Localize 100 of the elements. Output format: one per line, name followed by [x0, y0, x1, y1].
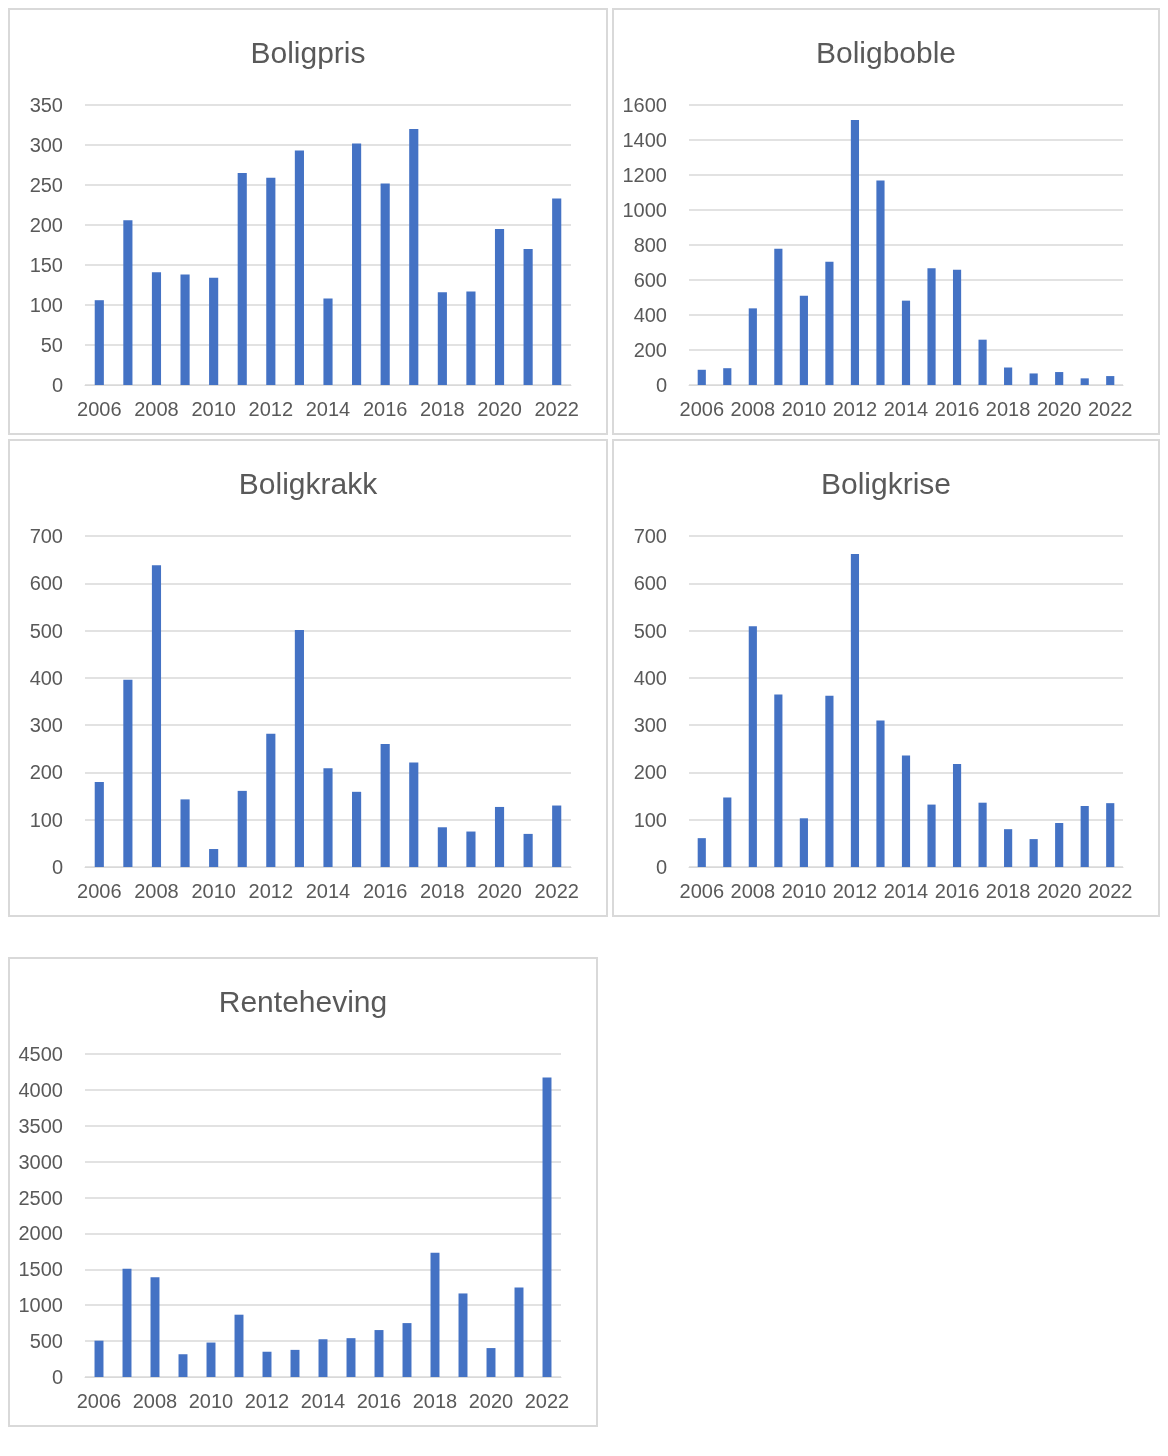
- bar: [825, 261, 834, 385]
- bar: [952, 763, 962, 867]
- x-tick-label: 2016: [934, 880, 980, 902]
- y-tick-label: 0: [51, 856, 63, 878]
- y-tick-label: 300: [29, 134, 63, 156]
- y-tick-label: 600: [633, 269, 667, 291]
- bar: [1004, 829, 1013, 867]
- y-tick-label: 350: [29, 94, 63, 116]
- y-tick-label: 0: [655, 856, 667, 878]
- y-tick-label: 400: [29, 666, 63, 689]
- bar: [901, 755, 911, 867]
- x-tick-label: 2020: [477, 398, 522, 420]
- x-tick-label: 2010: [191, 398, 236, 420]
- bar: [294, 630, 304, 867]
- bar: [437, 827, 447, 867]
- x-tick-label: 2012: [248, 398, 294, 420]
- bar: [494, 806, 505, 867]
- x-tick-label: 2020: [468, 1390, 514, 1412]
- bar: [237, 173, 247, 385]
- bar: [1029, 839, 1038, 867]
- y-tick-label: 0: [51, 1366, 63, 1388]
- bar: [978, 802, 987, 867]
- x-tick-label: 2006: [77, 880, 122, 902]
- y-tick-label: 200: [633, 761, 667, 784]
- y-tick-label: 100: [29, 294, 63, 316]
- bar: [927, 268, 936, 385]
- x-tick-label: 2014: [300, 1390, 346, 1412]
- y-tick-label: 0: [51, 374, 63, 396]
- x-tick-label: 2010: [781, 398, 827, 420]
- bar: [1029, 373, 1038, 385]
- x-tick-label: 2008: [730, 880, 776, 902]
- bar: [323, 298, 333, 385]
- bar: [494, 229, 505, 385]
- x-tick-label: 2008: [132, 1390, 178, 1412]
- x-tick-label: 2010: [188, 1390, 234, 1412]
- y-tick-label: 3500: [18, 1114, 63, 1137]
- bar: [346, 1338, 356, 1377]
- bar: [458, 1293, 468, 1377]
- x-tick-label: 2012: [832, 398, 878, 420]
- x-tick-label: 2014: [883, 398, 929, 420]
- y-tick-label: 300: [29, 714, 63, 737]
- y-tick-label: 200: [29, 761, 63, 784]
- x-tick-label: 2010: [781, 880, 827, 902]
- bar: [1080, 806, 1089, 867]
- x-tick-label: 2014: [305, 398, 351, 420]
- bar: [799, 818, 808, 867]
- bar: [1004, 367, 1013, 385]
- x-tick-label: 2014: [883, 880, 929, 902]
- x-tick-label: 2014: [305, 880, 351, 902]
- chart-title: Boligkrise: [820, 466, 952, 500]
- bar: [409, 129, 419, 385]
- bar: [318, 1339, 328, 1377]
- y-tick-label: 600: [633, 572, 667, 595]
- bar: [523, 833, 533, 867]
- bar: [927, 804, 936, 867]
- y-tick-label: 50: [40, 334, 63, 356]
- bar: [748, 626, 757, 867]
- x-tick-label: 2008: [730, 398, 776, 420]
- y-tick-label: 500: [29, 1330, 63, 1353]
- bar: [209, 849, 219, 867]
- x-tick-label: 2016: [356, 1390, 402, 1412]
- x-tick-label: 2022: [534, 398, 579, 420]
- bar: [352, 143, 362, 385]
- bar: [266, 733, 276, 867]
- y-tick-label: 500: [29, 619, 63, 642]
- y-tick-label: 2500: [18, 1186, 63, 1209]
- y-tick-label: 4500: [18, 1043, 63, 1065]
- bar: [180, 799, 190, 867]
- x-tick-label: 2010: [191, 880, 236, 902]
- y-tick-label: 800: [633, 234, 667, 256]
- bar: [323, 768, 333, 867]
- y-tick-label: 700: [633, 525, 667, 547]
- bar: [151, 272, 162, 385]
- bar: [466, 831, 476, 867]
- bar: [1080, 378, 1089, 385]
- y-tick-label: 300: [633, 714, 667, 737]
- bar: [180, 274, 190, 385]
- x-tick-label: 2020: [1036, 880, 1082, 902]
- y-tick-label: 600: [29, 572, 63, 595]
- bar: [952, 269, 962, 385]
- y-tick-label: 200: [633, 339, 667, 361]
- y-tick-label: 1500: [18, 1258, 63, 1281]
- bar: [978, 339, 987, 385]
- x-tick-label: 2008: [134, 398, 179, 420]
- bar: [697, 838, 706, 867]
- x-tick-label: 2020: [1036, 398, 1082, 420]
- x-tick-label: 2016: [934, 398, 980, 420]
- y-tick-label: 1200: [622, 164, 667, 186]
- bar: [178, 1354, 188, 1377]
- bar: [123, 220, 133, 385]
- x-tick-label: 2008: [134, 880, 179, 902]
- y-tick-label: 1000: [622, 199, 667, 221]
- bar: [123, 679, 133, 867]
- x-tick-label: 2006: [679, 880, 725, 902]
- bar: [466, 291, 476, 385]
- y-tick-label: 400: [633, 666, 667, 689]
- bar: [774, 248, 783, 385]
- x-tick-label: 2018: [985, 880, 1031, 902]
- x-tick-label: 2018: [412, 1390, 458, 1412]
- bar: [799, 295, 808, 385]
